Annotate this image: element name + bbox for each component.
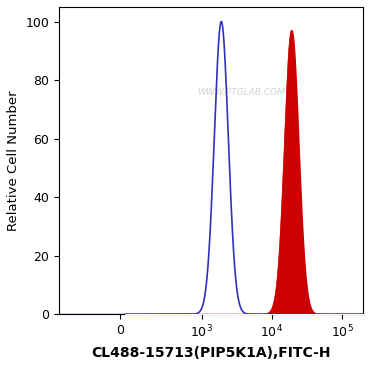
Y-axis label: Relative Cell Number: Relative Cell Number <box>7 90 20 231</box>
X-axis label: CL488-15713(PIP5K1A),FITC-H: CL488-15713(PIP5K1A),FITC-H <box>91 346 331 360</box>
Text: WWW.PTGLAB.COM: WWW.PTGLAB.COM <box>198 88 285 98</box>
